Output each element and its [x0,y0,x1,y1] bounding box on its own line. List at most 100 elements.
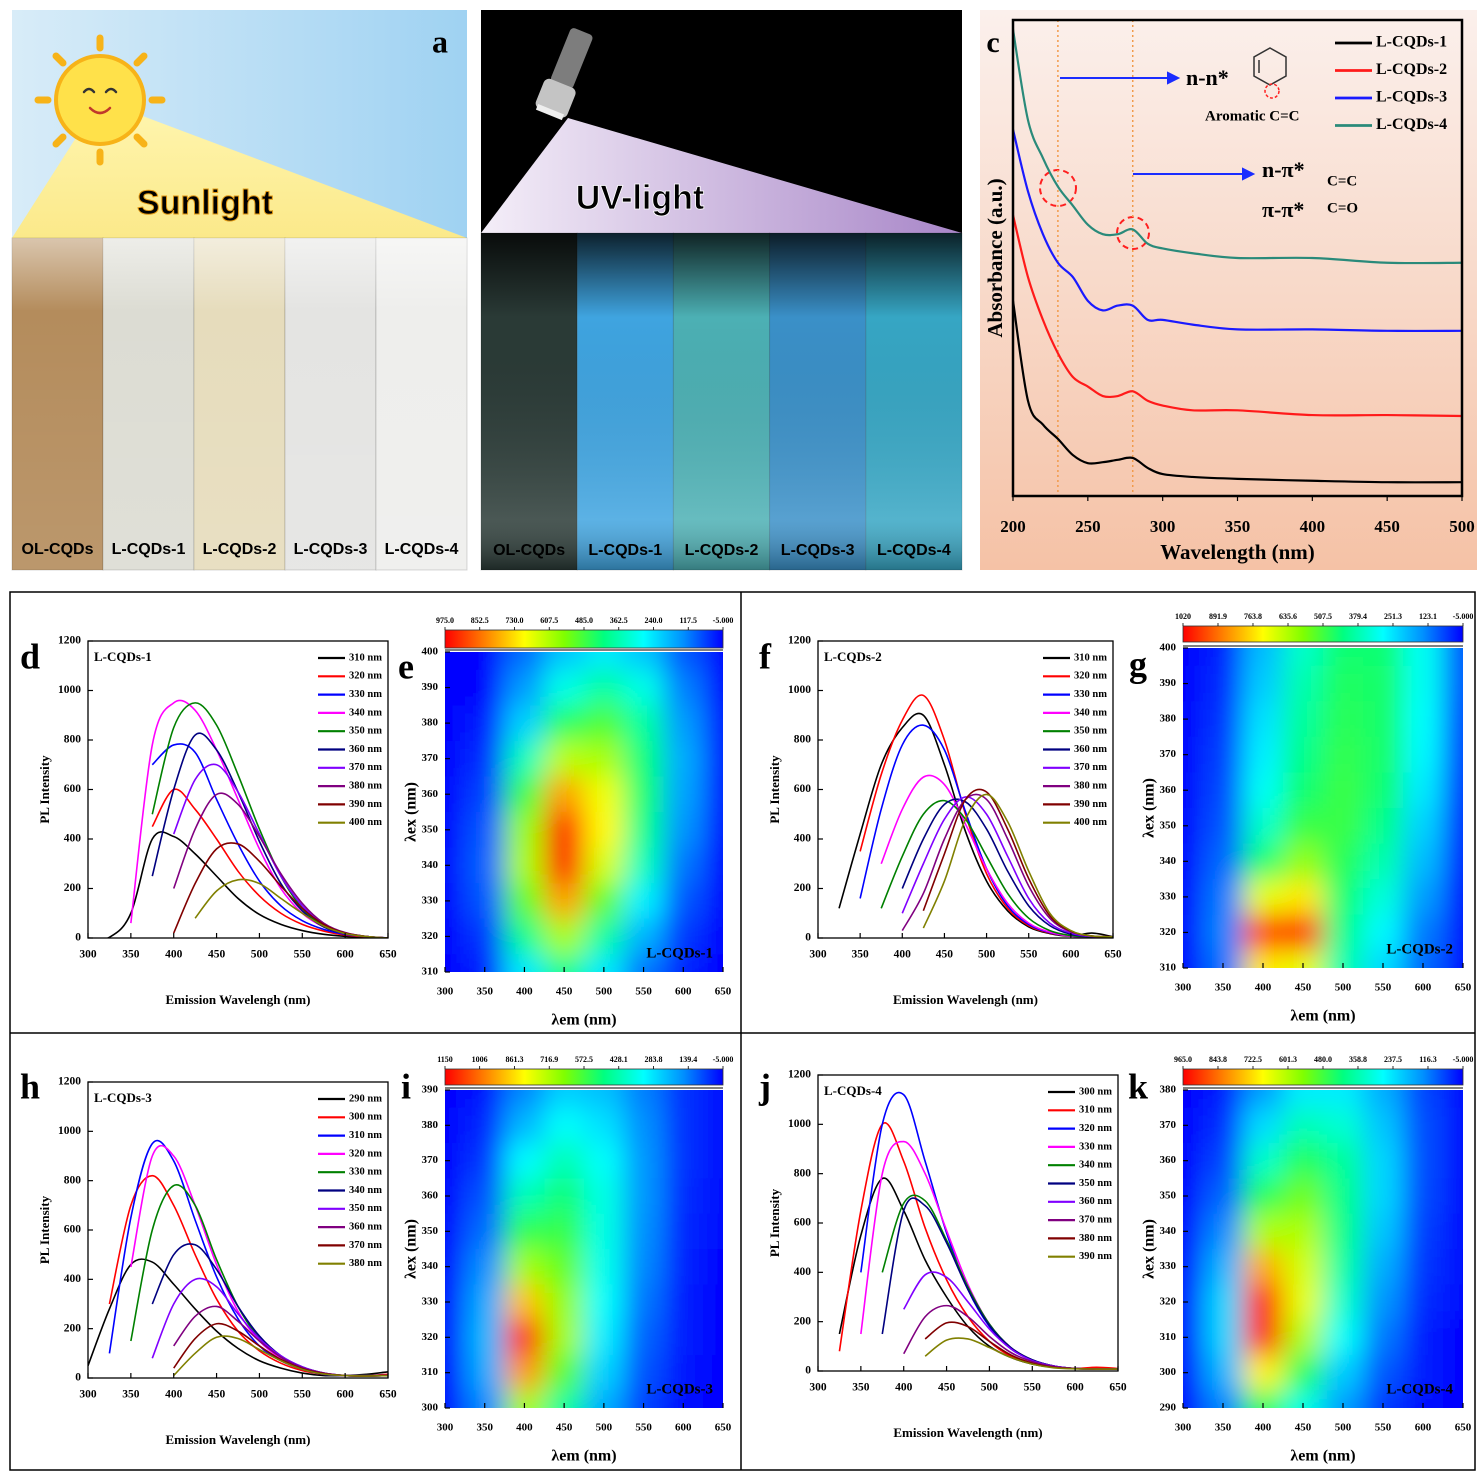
heatmap-cell [465,919,506,956]
y-tick-label: 380 [1160,1084,1177,1096]
legend-label: L-CQDs-2 [1376,61,1447,78]
heatmap-cell [1243,737,1284,774]
colorbar-tick-label: 1006 [472,1055,488,1064]
heatmap-cell [1243,1214,1284,1250]
x-tick-label: 600 [675,1422,692,1434]
heatmap-cell [624,883,665,920]
page: Sunlight a 365 nm UV-light b n-n* Aromat… [0,0,1477,1473]
heatmap-cell [584,670,625,707]
colorbar-tick-label: 716.9 [540,1055,558,1064]
x-tick-label: 300 [437,1422,454,1434]
heatmap-cells [1123,590,1477,1027]
y-tick-label: 370 [1160,1119,1177,1131]
heatmap-cell [1403,666,1444,703]
colorbar-tick-label: 852.5 [471,616,489,625]
colorbar-tick-label: 362.5 [610,616,628,625]
heatmap-cell [624,1143,665,1179]
y-tick-label: 310 [422,1366,439,1378]
y-axis-title: PL Intensity [37,755,52,824]
legend-label: 300 nm [349,1112,382,1123]
x-tick-label: 400 [895,1382,913,1394]
y-tick-label: 330 [422,1296,439,1308]
legend-label: 330 nm [349,1167,382,1178]
annotation: π-π* [1262,197,1304,222]
heatmap-cell [703,848,784,885]
heatmap-cell [584,1143,625,1179]
y-tick-label: 400 [794,1266,812,1278]
heatmap-cell [703,1355,784,1391]
heatmap-cell [1203,666,1244,703]
heatmap-cell [465,1284,506,1320]
heatmap-cell [544,1320,585,1356]
plot-frame [88,641,388,938]
heatmap-cell [624,741,665,778]
colorbar-tick-label: 283.8 [644,1055,662,1064]
x-tick-label: 300 [1175,1422,1192,1434]
data-line [860,725,1113,937]
heatmap-cell [1203,1355,1244,1391]
heatmap-cell [1403,701,1444,738]
heatmap-cell [544,776,585,813]
heatmap-cell [544,1284,585,1320]
x-tick-label: 500 [596,1422,613,1434]
heatmap-cell [1323,1178,1364,1214]
x-tick-label: 600 [337,949,355,961]
y-tick-label: 400 [64,1273,82,1285]
y-tick-label: 0 [75,1372,81,1384]
sample-label: L-CQDs-1 [94,649,152,664]
heatmap-cell [1363,808,1404,845]
heatmap-cell [1403,879,1444,916]
colorbar-tick-label: -5.000 [713,616,734,625]
vial-label: OL-CQDs [493,542,565,559]
heatmap-cell [505,776,546,813]
legend-label: 370 nm [1079,1215,1112,1226]
colorbar-tick-label: 237.5 [1384,1055,1402,1064]
heatmap-cell [1443,844,1477,881]
heatmap-cell [505,919,546,956]
heatmap-cell [1283,772,1324,809]
colorbar-tick-label: 861.3 [505,1055,523,1064]
x-tick-label: 650 [715,1422,732,1434]
x-tick-label: 650 [379,949,397,961]
vial-shading [481,233,962,570]
y-tick-label: 360 [422,788,439,800]
heatmap-cell [584,883,625,920]
legend-label: 330 nm [349,689,382,700]
heatmap-cell [505,883,546,920]
vial-label: L-CQDs-1 [112,541,186,558]
heatmap-cell [505,1320,546,1356]
heatmap-cell [465,1178,506,1214]
heatmap-cell [1203,1249,1244,1285]
heatmap-cell [1243,1143,1284,1179]
heatmap-cell [1403,1214,1444,1250]
photo-title: Sunlight [137,184,273,222]
y-tick-label: 300 [422,1402,439,1414]
sample-label: L-CQDs-3 [94,1090,152,1105]
heatmap [385,1032,784,1466]
colorbar-tick-label: 251.3 [1384,612,1402,621]
legend-label: 380 nm [1079,1233,1112,1244]
y-tick-label: 390 [1160,677,1177,689]
heatmap-cell [1203,701,1244,738]
x-tick-label: 550 [294,949,312,961]
heatmap-cell [1443,772,1477,809]
y-tick-label: 320 [1160,926,1177,938]
heatmap-cell [544,670,585,707]
x-tick-label: 350 [1225,517,1251,536]
heatmap-cell [1323,1284,1364,1320]
heatmap [1123,1032,1477,1466]
x-axis-title: Emission Wavelengh (nm) [166,1432,311,1447]
x-tick-label: 450 [556,1422,573,1434]
legend-label: 350 nm [1079,1178,1112,1189]
heatmap-cell [1443,1178,1477,1214]
colorbar-tick-label: 507.5 [1314,612,1332,621]
y-tick-label: 400 [422,646,439,658]
heatmap-cell [1403,844,1444,881]
colorbar-tick-label: 480.0 [1314,1055,1332,1064]
heatmap-cell [1403,1178,1444,1214]
y-tick-label: 300 [1160,1366,1177,1378]
y-tick-label: 310 [1160,1331,1177,1343]
y-tick-label: 400 [1160,642,1177,654]
x-tick-label: 450 [208,1389,226,1401]
x-tick-label: 200 [1000,517,1026,536]
